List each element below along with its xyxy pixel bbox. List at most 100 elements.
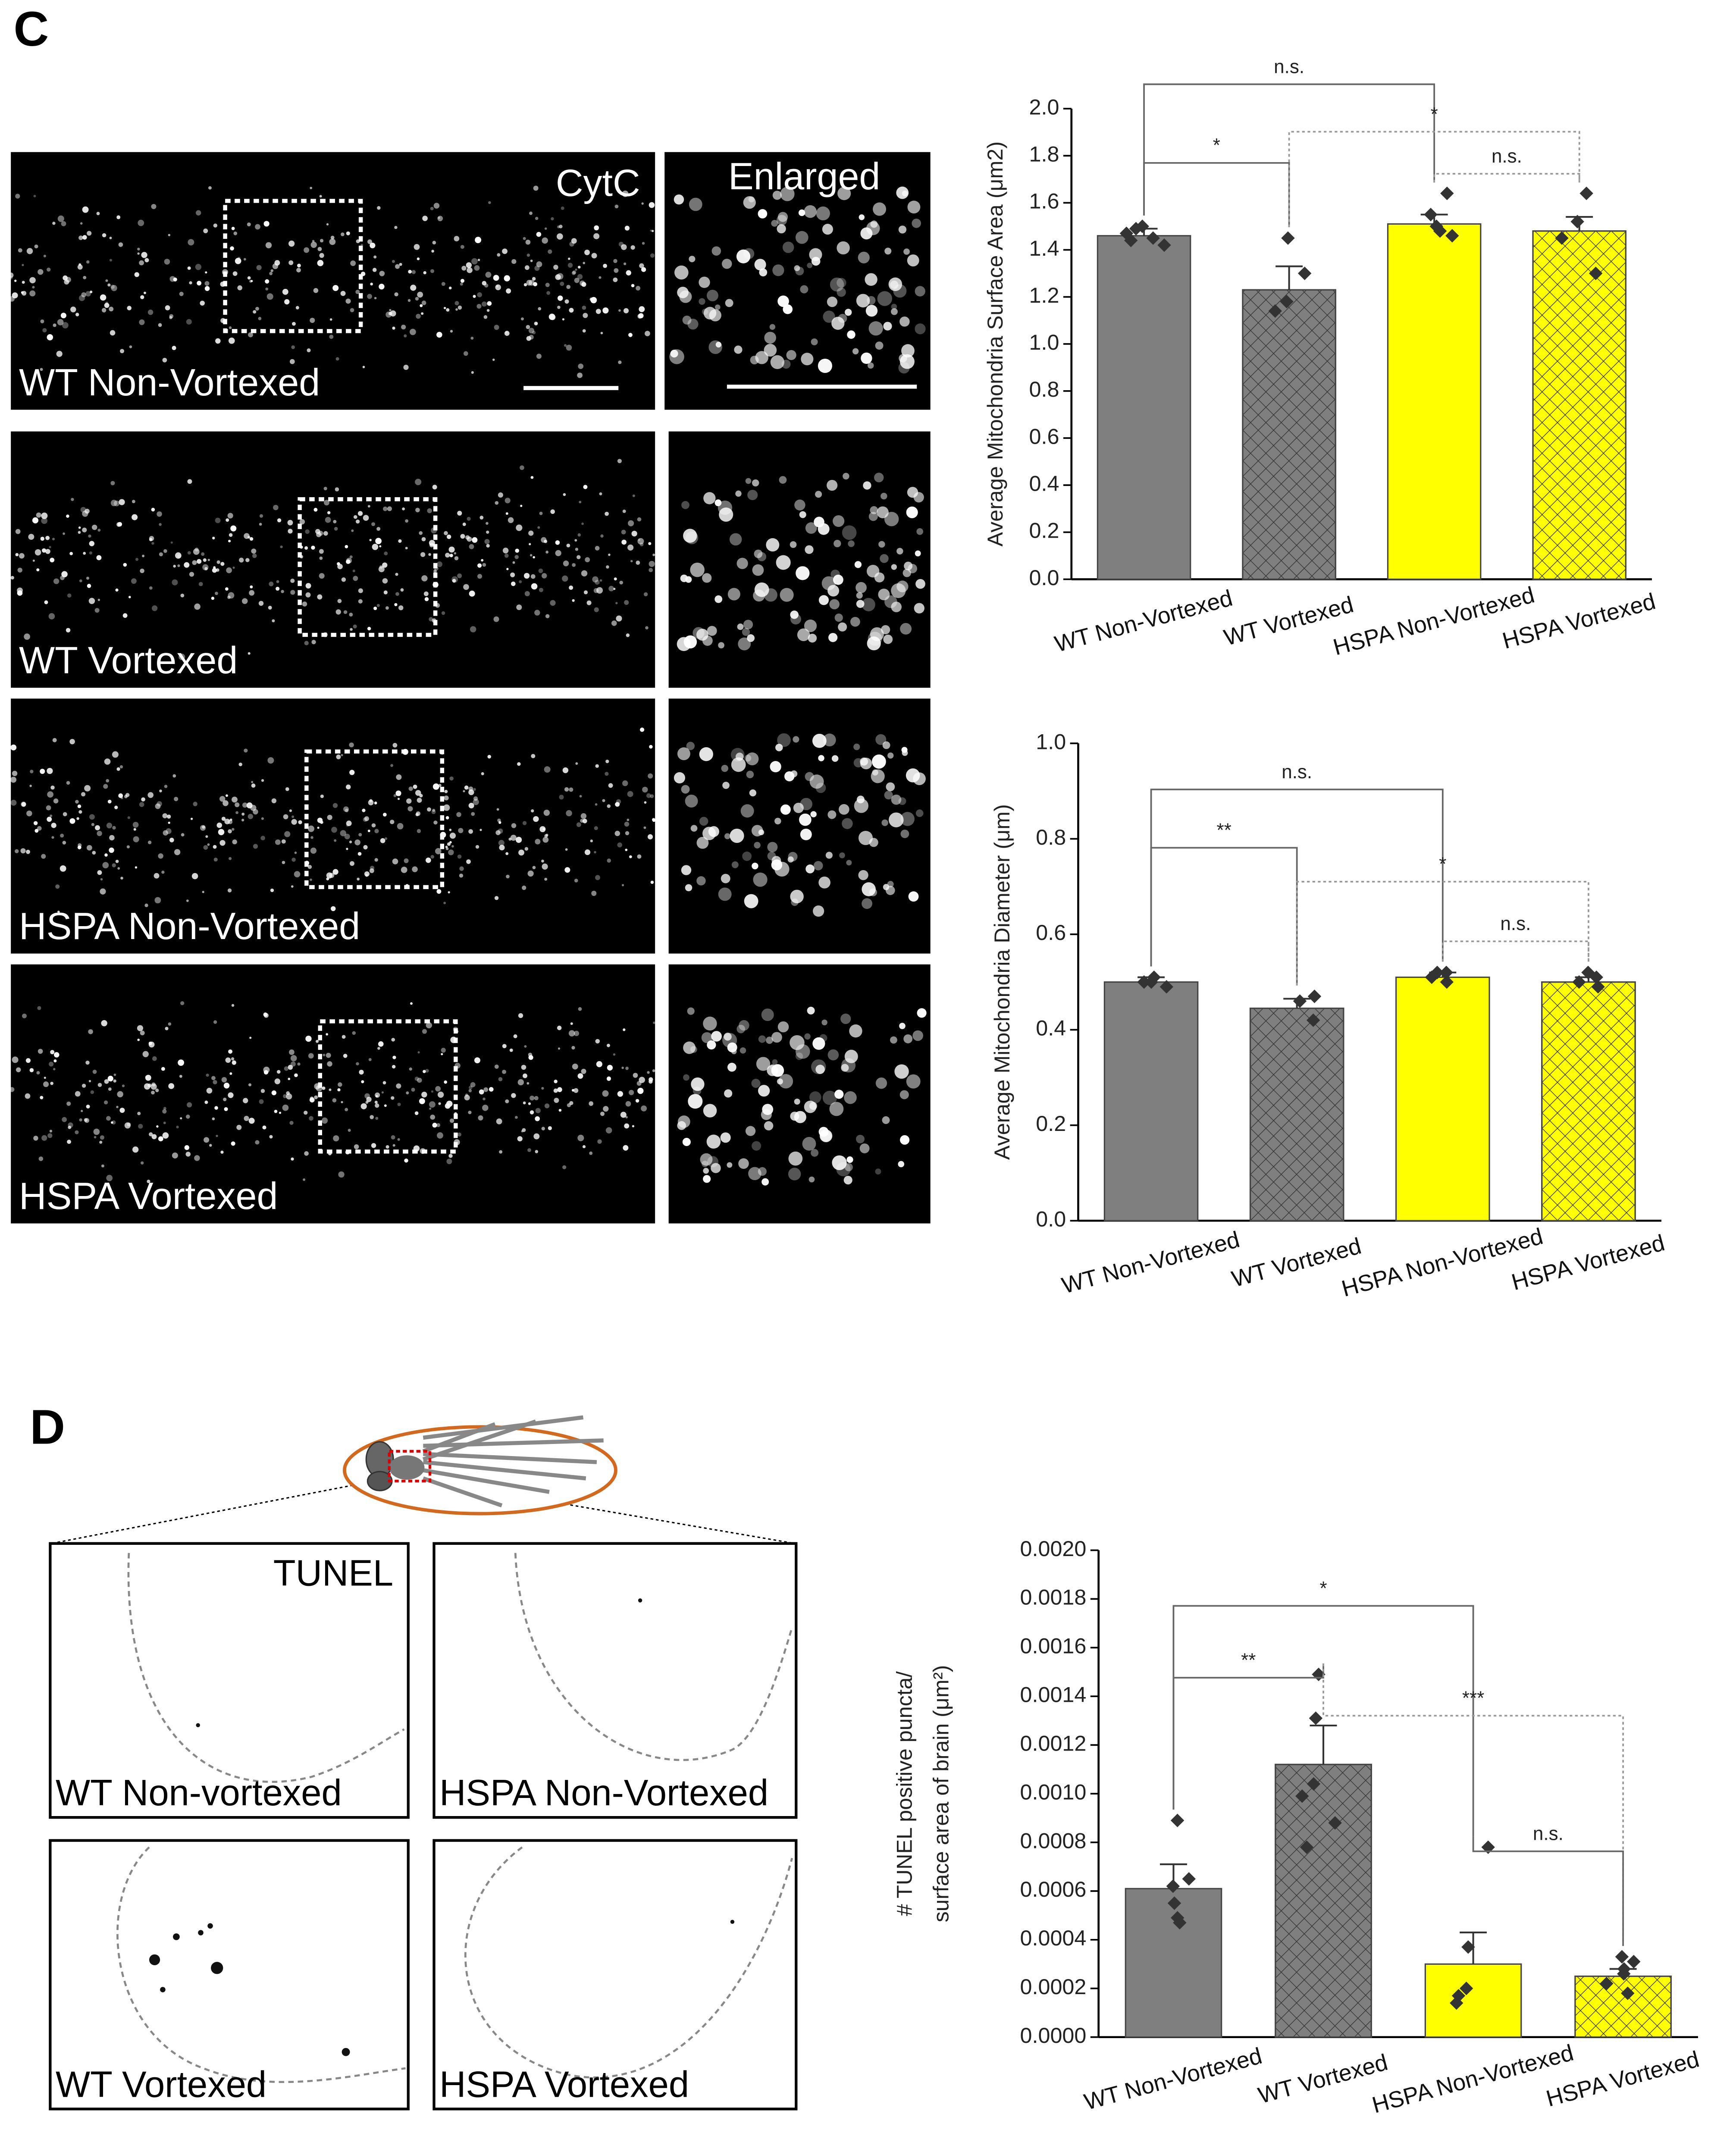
speckle [526, 1082, 530, 1085]
speckle [512, 561, 515, 564]
speckle [284, 831, 291, 837]
speckle [345, 545, 348, 548]
speckle [379, 545, 382, 548]
speckle [771, 220, 778, 227]
speckle [138, 1124, 143, 1129]
speckle [251, 548, 257, 554]
speckle [173, 277, 177, 282]
speckle [22, 264, 24, 266]
speckle [878, 589, 890, 601]
speckle [86, 1104, 90, 1109]
speckle [543, 809, 550, 816]
speckle [770, 355, 784, 370]
speckle [159, 552, 163, 557]
enlarged-micrograph [668, 964, 931, 1224]
speckle [784, 771, 795, 782]
speckle [596, 1061, 602, 1068]
speckle [25, 1093, 31, 1099]
speckle [119, 765, 123, 769]
speckle [523, 1101, 526, 1105]
speckle [448, 891, 450, 894]
speckle [808, 633, 817, 643]
speckle [562, 575, 568, 582]
speckle [342, 1035, 346, 1039]
data-point [1300, 1840, 1314, 1854]
speckle [793, 736, 799, 743]
speckle [327, 814, 332, 820]
speckle [899, 1023, 906, 1029]
data-point [1280, 294, 1294, 309]
speckle [538, 568, 543, 573]
speckle [189, 281, 192, 285]
speckle [326, 1052, 331, 1058]
speckle [516, 604, 522, 610]
speckle [839, 852, 845, 858]
speckle [191, 873, 198, 880]
speckle [603, 263, 607, 268]
speckle [232, 828, 235, 831]
speckle [299, 519, 305, 525]
speckle [579, 795, 582, 798]
speckle [303, 1178, 306, 1181]
speckle [395, 790, 401, 796]
speckle [261, 779, 264, 782]
image-label: WT Non-Vortexed [19, 361, 320, 404]
speckle [225, 1057, 231, 1063]
speckle [297, 263, 301, 268]
speckle [906, 1074, 921, 1089]
speckle [756, 1057, 771, 1071]
speckle [291, 345, 295, 349]
speckle [562, 767, 569, 774]
speckle [103, 1100, 108, 1105]
speckle [132, 500, 135, 504]
speckle [818, 876, 830, 889]
speckle [722, 782, 730, 789]
speckle [215, 592, 218, 595]
speckle [473, 788, 476, 791]
speckle [435, 848, 442, 855]
speckle [477, 563, 482, 568]
speckle [463, 790, 465, 792]
speckle [595, 579, 600, 585]
speckle [193, 548, 200, 555]
speckle [291, 858, 296, 862]
speckle [853, 743, 860, 750]
speckle [479, 1089, 484, 1095]
speckle [276, 1070, 281, 1074]
speckle [352, 1031, 356, 1035]
speckle [323, 1053, 326, 1057]
speckle [761, 1008, 774, 1021]
speckle [47, 1133, 53, 1138]
speckle [632, 494, 635, 497]
speckle [749, 789, 757, 797]
speckle [683, 529, 697, 543]
speckle [404, 858, 409, 863]
speckle [859, 214, 865, 220]
speckle [47, 267, 51, 272]
image-label: HSPA Non-Vortexed [19, 905, 360, 947]
speckle [308, 1053, 314, 1059]
speckle [151, 1090, 155, 1095]
speckle [815, 783, 826, 793]
speckle [794, 265, 800, 271]
tunel-image [432, 1839, 798, 2111]
speckle [449, 554, 453, 557]
speckle [571, 238, 577, 244]
speckle [15, 529, 21, 534]
speckle [583, 485, 588, 489]
speckle [458, 828, 464, 833]
speckle [335, 609, 341, 615]
speckle [891, 601, 902, 612]
speckle [614, 830, 620, 836]
speckle [296, 268, 301, 272]
speckle [219, 840, 226, 846]
speckle [557, 225, 560, 229]
speckle [529, 211, 533, 215]
speckle [807, 1006, 815, 1015]
speckle [621, 1066, 624, 1069]
speckle [530, 476, 534, 479]
speckle [473, 796, 478, 801]
speckle [350, 628, 353, 631]
speckle [52, 738, 57, 742]
speckle [630, 560, 633, 563]
